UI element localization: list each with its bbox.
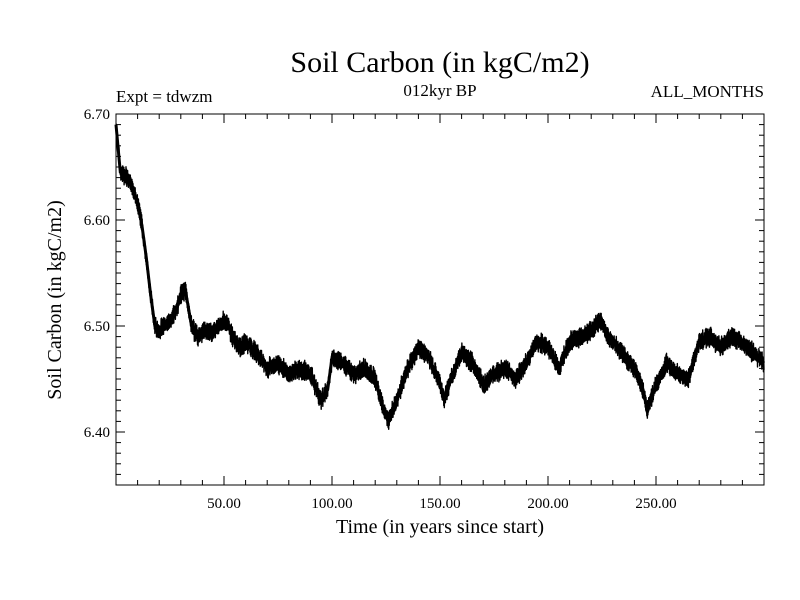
chart-title: Soil Carbon (in kgC/m2) — [290, 46, 589, 79]
x-tick-label: 150.00 — [419, 496, 460, 512]
x-tick-label: 200.00 — [527, 496, 568, 512]
experiment-label: Expt = tdwzm — [116, 87, 212, 106]
y-tick-label: 6.70 — [84, 107, 110, 123]
x-tick-label: 50.00 — [207, 496, 241, 512]
plot-area: 6.40 6.50 6.60 6.70 50.00 100.00 150.00 200.00 2… — [84, 107, 766, 512]
x-tick-label: 100.00 — [311, 496, 352, 512]
y-tick-label: 6.50 — [84, 319, 110, 335]
plot-frame — [115, 113, 765, 486]
x-axis-label: Time (in years since start) — [336, 516, 544, 538]
y-axis-label: Soil Carbon (in kgC/m2) — [44, 200, 66, 399]
period-label: 012kyr BP — [403, 81, 476, 100]
y-tick-label: 6.60 — [84, 213, 110, 229]
x-tick-label: 250.00 — [635, 496, 676, 512]
months-label: ALL_MONTHS — [651, 82, 764, 101]
series-trend — [114, 124, 766, 426]
y-tick-label: 6.40 — [84, 425, 110, 441]
